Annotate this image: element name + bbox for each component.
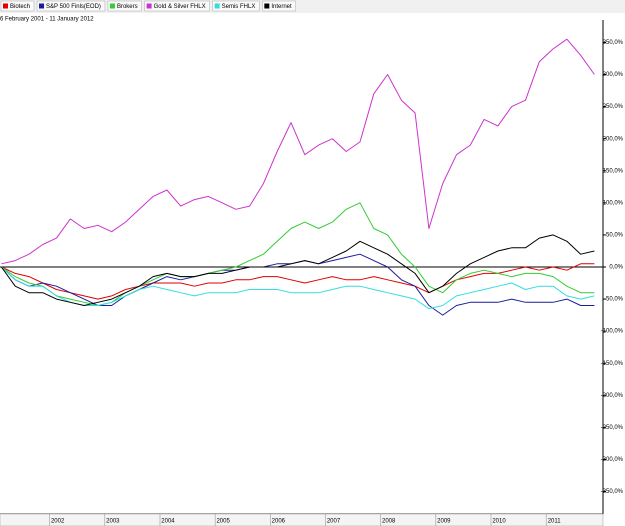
legend-swatch (3, 3, 8, 9)
legend-box (144, 0, 210, 12)
legend-item[interactable]: Brokers (107, 0, 142, 12)
legend-item[interactable]: Internet (262, 0, 296, 12)
x-tick-label: 2003 (106, 519, 120, 525)
x-tick-label: 2010 (492, 519, 506, 525)
y-tick-label: -50,0% (604, 297, 624, 303)
y-tick-label: -200,0% (601, 393, 624, 399)
series-line (1, 263, 595, 300)
y-tick-label: 250,0% (603, 104, 624, 110)
x-tick-label: 2011 (548, 519, 562, 525)
y-tick-label: -300,0% (601, 457, 624, 463)
y-tick-label: 300,0% (603, 72, 624, 78)
x-tick-label: 2008 (382, 519, 396, 525)
legend-item[interactable]: Gold & Silver FHLX (144, 0, 210, 12)
legend-box (212, 0, 260, 12)
y-tick-label: 150,0% (603, 168, 624, 174)
x-tick-label: 2004 (161, 519, 175, 525)
legend-item[interactable]: Biotech (0, 0, 35, 12)
legend-label: Biotech (10, 4, 30, 10)
x-tick-label: 2009 (437, 519, 451, 525)
x-axis-band (0, 513, 604, 526)
legend-box (0, 0, 35, 12)
y-tick-label: 0,0% (609, 265, 623, 271)
legend-swatch (264, 3, 270, 9)
y-tick-label: 350,0% (603, 40, 624, 46)
legend-label: Gold & Silver FHLX (154, 4, 206, 10)
x-tick-label: 2006 (272, 519, 286, 525)
x-tick-label: 2005 (216, 519, 230, 525)
x-tick-label: 2002 (51, 519, 65, 525)
legend-swatch (214, 3, 220, 9)
legend-box (36, 0, 106, 12)
legend-label: Brokers (117, 4, 138, 10)
y-tick-label: 200,0% (603, 136, 624, 142)
legend-box (107, 0, 142, 12)
y-tick-label: 50,0% (606, 233, 624, 239)
y-tick-label: -100,0% (601, 329, 624, 335)
legend-swatch (146, 3, 152, 9)
legend: Biotech S&P 500 Finls(EOD) Brokers Gold & S… (0, 0, 296, 12)
series-line (0, 234, 595, 306)
legend-item[interactable]: Semis FHLX (212, 0, 260, 12)
legend-box (262, 0, 296, 12)
series-line (1, 38, 595, 265)
chart-subtitle: 6 February 2001 - 11 January 2012 (0, 17, 94, 23)
series-line (1, 202, 595, 306)
y-tick-label: -350,0% (601, 489, 624, 495)
x-tick-label: 2007 (327, 519, 341, 525)
y-tick-label: 100,0% (603, 200, 624, 206)
legend-label: Internet (271, 4, 292, 10)
series-line (1, 266, 595, 310)
y-tick-label: -150,0% (601, 361, 624, 367)
legend-swatch (109, 3, 115, 9)
y-tick-label: -250,0% (601, 425, 624, 431)
legend-swatch (39, 3, 45, 9)
legend-item[interactable]: S&P 500 Finls(EOD) (36, 0, 106, 12)
legend-label: Semis FHLX (222, 4, 256, 10)
legend-label: S&P 500 Finls(EOD) (46, 4, 101, 10)
